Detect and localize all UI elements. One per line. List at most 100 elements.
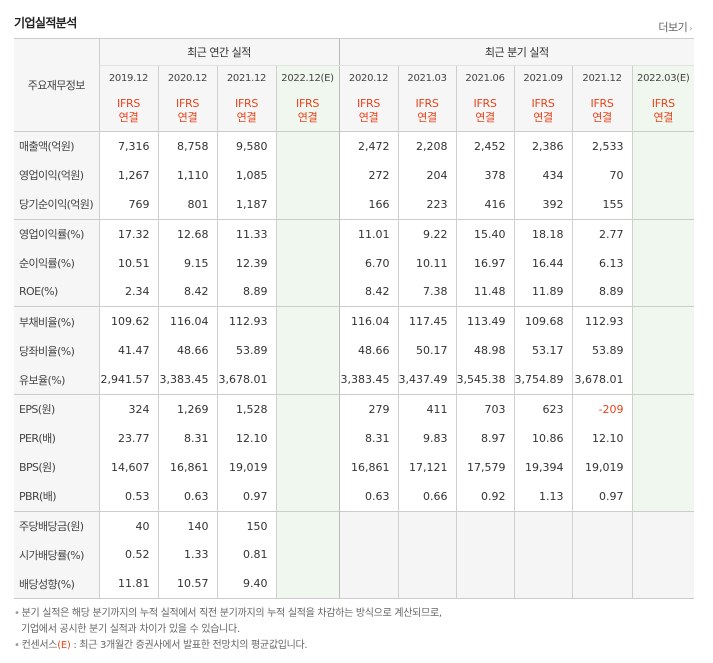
table-cell: 0.63 — [338, 481, 399, 512]
table-cell — [275, 277, 340, 307]
table-cell — [631, 394, 695, 424]
table-cell: 11.48 — [455, 277, 515, 307]
table-cell: 109.62 — [98, 306, 158, 337]
table-cell: 140 — [157, 510, 217, 541]
table-cell — [275, 394, 340, 424]
table-cell — [275, 510, 340, 541]
table-cell: 16,861 — [157, 452, 217, 482]
table-cell: 1,269 — [157, 394, 217, 424]
annual-group-header: 최근 연간 실적 — [98, 38, 340, 66]
table-cell: 12.68 — [157, 218, 217, 249]
table-cell: 223 — [397, 189, 457, 220]
standard-label-top: IFRS — [415, 96, 439, 110]
row-label: 영업이익률(%) — [14, 218, 99, 249]
table-cell — [275, 306, 340, 337]
table-cell: 50.17 — [397, 336, 457, 366]
table-cell — [275, 452, 340, 482]
table-cell: 0.92 — [455, 481, 515, 512]
table-cell: 3,383.45 — [157, 365, 217, 395]
standard-header: IFRS 연결 — [397, 90, 457, 132]
table-cell: 9.40 — [216, 569, 276, 600]
table-cell: 16.44 — [513, 248, 573, 278]
table-row: PBR(배) 0.53 0.63 0.97 0.63 0.66 0.92 1.13 0.97 — [14, 481, 695, 512]
table-cell: 8.89 — [216, 277, 276, 307]
table-cell: 0.97 — [571, 481, 633, 512]
table-cell: 6.13 — [571, 248, 633, 278]
table-cell: 9,580 — [216, 130, 276, 161]
standard-label-top: IFRS — [531, 96, 555, 110]
table-cell: 11.33 — [216, 218, 276, 249]
table-cell: 2,208 — [397, 130, 457, 161]
table-cell: 8.97 — [455, 423, 515, 453]
period-header: 2020.12 — [338, 65, 399, 90]
table-cell: 0.66 — [397, 481, 457, 512]
table-cell: 116.04 — [338, 306, 399, 337]
table-cell — [338, 540, 399, 570]
table-cell: 109.68 — [513, 306, 573, 337]
period-header: 2021.12 — [216, 65, 276, 90]
table-cell: 112.93 — [571, 306, 633, 337]
table-cell: 12.10 — [216, 423, 276, 453]
table-cell: 9.15 — [157, 248, 217, 278]
more-label[interactable]: 더보기 — [658, 21, 688, 34]
table-cell: 0.81 — [216, 540, 276, 570]
table-cell: 53.89 — [216, 336, 276, 366]
table-cell: 3,754.89 — [513, 365, 573, 395]
table-row: ROE(%) 2.34 8.42 8.89 8.42 7.38 11.48 11.89 8.89 — [14, 277, 695, 307]
row-label: EPS(원) — [14, 394, 99, 424]
standard-header: IFRS 연결 — [571, 90, 633, 132]
table-cell: 1.33 — [157, 540, 217, 570]
table-cell: 272 — [338, 160, 399, 190]
panel-header: 기업실적분석 더보기 › — [14, 0, 696, 38]
table-cell: 8.31 — [157, 423, 217, 453]
table-cell: 116.04 — [157, 306, 217, 337]
table-cell — [397, 510, 457, 541]
table-cell — [275, 189, 340, 220]
table-cell: 801 — [157, 189, 217, 220]
table-cell: 166 — [338, 189, 399, 220]
table-cell: 8.89 — [571, 277, 633, 307]
table-row: 영업이익률(%) 17.32 12.68 11.33 11.01 9.22 15.40 18.… — [14, 218, 695, 249]
row-label: 영업이익(억원) — [14, 160, 99, 190]
table-cell: 7.38 — [397, 277, 457, 307]
table-cell: 12.10 — [571, 423, 633, 453]
table-cell — [275, 218, 340, 249]
financial-table: 주요재무정보 최근 연간 실적 최근 분기 실적 2019.12 2020.12 2… — [14, 38, 695, 600]
table-cell: 150 — [216, 510, 276, 541]
table-row: EPS(원) 324 1,269 1,528 279 411 703 623 -209 — [14, 394, 695, 424]
table-row: 부채비율(%) 109.62 116.04 112.93 116.04 117.45 113… — [14, 306, 695, 337]
corner-header: 주요재무정보 — [14, 38, 99, 132]
standard-label-bottom: 연결 — [592, 110, 612, 124]
table-cell: 16,861 — [338, 452, 399, 482]
table-cell: 10.86 — [513, 423, 573, 453]
table-cell: 112.93 — [216, 306, 276, 337]
table-cell: 8.42 — [157, 277, 217, 307]
table-cell: 8.31 — [338, 423, 399, 453]
row-label: BPS(원) — [14, 452, 99, 482]
row-label: 당기순이익(억원) — [14, 189, 99, 220]
row-label: 매출액(억원) — [14, 130, 99, 161]
table-cell — [275, 540, 340, 570]
table-cell: 3,437.49 — [397, 365, 457, 395]
standard-header: IFRS 연결 — [157, 90, 217, 132]
row-label: 순이익률(%) — [14, 248, 99, 278]
period-header: 2022.12(E) — [275, 65, 340, 90]
table-cell: 17,121 — [397, 452, 457, 482]
period-header: 2021.09 — [513, 65, 573, 90]
more-link[interactable]: 더보기 › — [658, 19, 692, 35]
row-label: PER(배) — [14, 423, 99, 453]
table-cell: 19,019 — [571, 452, 633, 482]
table-cell: 41.47 — [98, 336, 158, 366]
standard-header: IFRS 연결 — [631, 90, 695, 132]
table-row: BPS(원) 14,607 16,861 19,019 16,861 17,121 17,5… — [14, 452, 695, 482]
table-cell — [397, 540, 457, 570]
table-cell: 2,452 — [455, 130, 515, 161]
table-cell: 16.97 — [455, 248, 515, 278]
table-cell: 48.66 — [157, 336, 217, 366]
period-header: 2021.06 — [455, 65, 515, 90]
row-label: 유보율(%) — [14, 365, 99, 395]
table-cell: 48.98 — [455, 336, 515, 366]
table-cell: 10.57 — [157, 569, 217, 600]
footnote-1-cont: 기업에서 공시한 분기 실적과 차이가 있을 수 있습니다. — [21, 624, 240, 635]
table-cell — [455, 540, 515, 570]
